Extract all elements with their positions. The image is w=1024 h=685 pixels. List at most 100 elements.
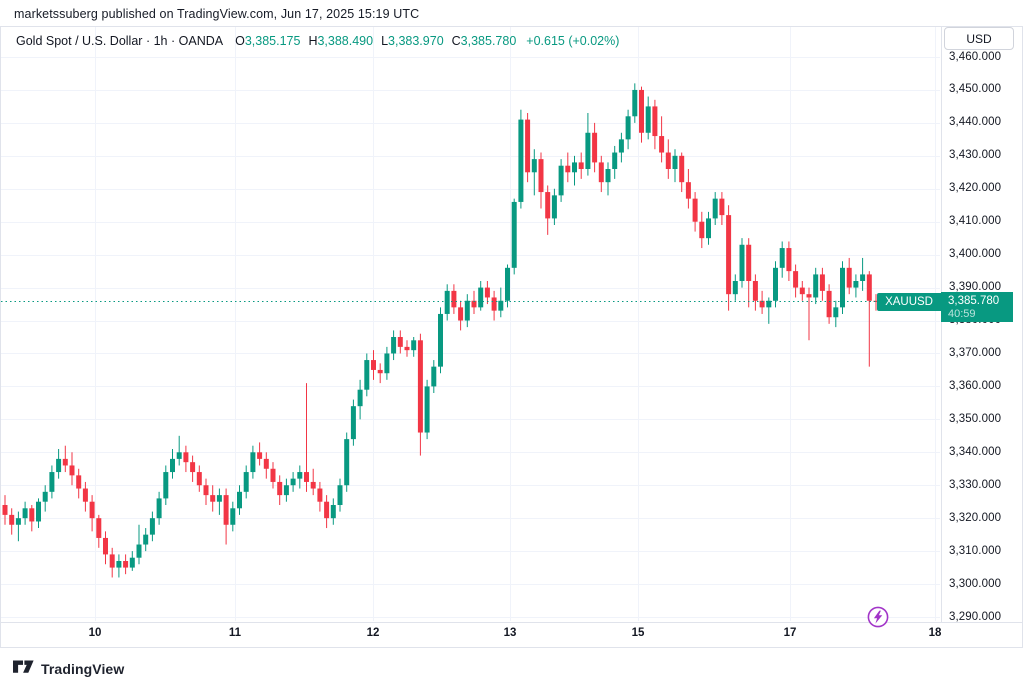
candle — [297, 465, 303, 489]
candle — [391, 330, 397, 361]
price-axis-label: 3,320.000 — [949, 511, 1002, 524]
last-price-axis-label: 3,385.780 40:59 — [941, 292, 1013, 322]
candle — [639, 86, 644, 143]
price-axis-label: 3,400.000 — [949, 248, 1002, 261]
candle — [404, 340, 410, 357]
ohlc-field-label: O — [235, 33, 245, 48]
price-axis-label: 3,300.000 — [949, 577, 1002, 590]
candle — [518, 109, 524, 209]
price-axis-label: 3,290.000 — [949, 610, 1002, 623]
candle — [659, 116, 665, 163]
candle — [109, 547, 115, 578]
candle — [69, 452, 75, 486]
price-axis-label: 3,410.000 — [949, 215, 1002, 228]
candles-series — [2, 83, 879, 578]
candle — [525, 113, 531, 183]
candle — [873, 294, 879, 311]
candle — [377, 363, 383, 384]
candle — [484, 281, 490, 305]
candle — [196, 465, 202, 492]
time-axis-label: 12 — [366, 627, 380, 639]
candle — [216, 488, 222, 515]
candle — [330, 498, 336, 525]
candle — [833, 300, 839, 328]
bar-countdown: 40:59 — [948, 308, 976, 320]
price-axis-label: 3,420.000 — [949, 182, 1002, 195]
ohlc-values-row: O3,385.175 H3,388.490 L3,383.970 C3,385.780 — [235, 34, 524, 48]
time-axis[interactable]: 10 11 12 13 15 17 18 — [0, 622, 942, 648]
candle — [726, 205, 732, 311]
candle — [739, 238, 745, 288]
ohlc-field-value: 3,385.780 — [460, 33, 517, 48]
candle — [277, 475, 283, 505]
symbol-legend: Gold Spot / U.S. Dollar · 1h · OANDA O3,… — [16, 33, 619, 48]
time-axis-separator — [0, 622, 1023, 623]
candle — [290, 472, 296, 492]
price-axis-label: 3,310.000 — [949, 544, 1002, 557]
symbol-title[interactable]: Gold Spot / U.S. Dollar · 1h · OANDA — [16, 33, 224, 48]
candle — [806, 287, 812, 341]
candle — [250, 445, 256, 479]
tradingview-logo-link[interactable]: TradingView — [13, 660, 124, 678]
candle — [143, 528, 149, 552]
candle — [324, 495, 330, 529]
candle — [598, 155, 604, 193]
candle — [685, 169, 691, 209]
candle — [451, 284, 457, 314]
candle — [203, 478, 209, 505]
ohlc-field-value: 3,385.175 — [244, 33, 301, 48]
candle — [364, 353, 370, 397]
candle — [766, 297, 772, 324]
price-axis[interactable]: 3,460.000 3,450.000 3,440.000 3,430.000 3,42… — [941, 26, 1024, 623]
candle — [692, 192, 698, 232]
candle — [9, 508, 15, 535]
candle — [699, 211, 705, 249]
price-axis-label: 3,360.000 — [949, 379, 1002, 392]
currency-unit-button[interactable]: USD — [944, 27, 1014, 50]
price-axis-label: 3,370.000 — [949, 346, 1002, 359]
candle — [310, 468, 316, 496]
candle — [431, 360, 437, 393]
lightning-icon — [865, 606, 891, 633]
candle — [397, 330, 403, 354]
candle — [136, 524, 142, 565]
candle — [531, 149, 537, 196]
price-axis-separator — [941, 26, 942, 622]
candle — [183, 445, 189, 473]
last-price-value: 3,385.780 — [948, 295, 1000, 307]
candle — [62, 445, 68, 473]
candle — [511, 198, 517, 275]
candle — [89, 495, 95, 532]
candle — [22, 501, 28, 525]
candle — [752, 274, 758, 311]
candle — [498, 287, 504, 318]
exchange-label: OANDA — [178, 33, 224, 48]
candle — [42, 485, 48, 512]
candle — [337, 478, 343, 512]
candle — [270, 462, 276, 489]
ohlc-field-label: H — [308, 33, 318, 48]
candle — [56, 449, 62, 479]
candle — [458, 300, 464, 331]
candle — [826, 284, 832, 324]
candle — [645, 96, 651, 140]
time-axis-label: 13 — [503, 627, 517, 639]
candle — [786, 241, 792, 281]
price-axis-label: 3,350.000 — [949, 412, 1002, 425]
candle — [230, 501, 236, 532]
price-axis-label: 3,430.000 — [949, 149, 1002, 162]
candle — [558, 159, 564, 202]
candle — [853, 274, 859, 298]
candle — [652, 99, 658, 150]
candle — [317, 481, 323, 512]
candle — [344, 432, 350, 492]
candle — [732, 274, 738, 301]
candle — [29, 505, 35, 532]
candle — [585, 113, 591, 176]
time-axis-label: 10 — [88, 627, 102, 639]
candle — [129, 551, 135, 571]
candle — [672, 149, 678, 183]
candle — [223, 488, 229, 545]
events-lightning-button[interactable] — [865, 604, 891, 630]
